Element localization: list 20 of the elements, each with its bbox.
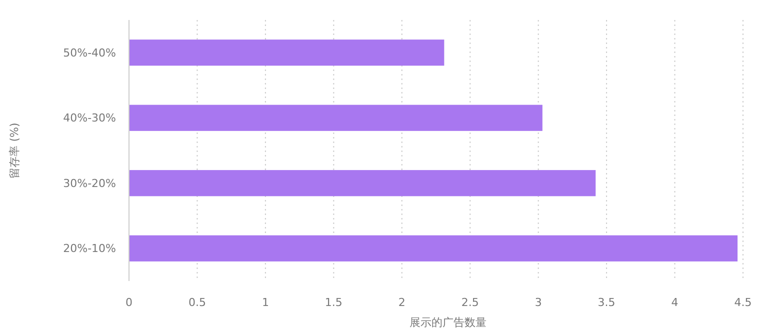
x-tick-label: 1.5 [324,296,342,309]
x-tick-label: 3.5 [598,296,616,309]
y-axis-title: 留存率 (%) [8,122,21,178]
x-tick-label: 3 [534,296,542,309]
x-tick-label: 4.5 [734,296,752,309]
bar [129,40,444,66]
x-tick-label: 2 [398,296,406,309]
y-tick-label: 40%-30% [63,112,116,125]
x-axis-title: 展示的广告数量 [410,316,486,329]
x-tick-label: 2.5 [461,296,479,309]
y-tick-label: 20%-10% [63,242,116,256]
bar [129,170,596,196]
bar [129,235,738,262]
x-tick-label: 4 [671,296,678,309]
bar [129,104,542,131]
x-tick-label: 0.5 [188,296,206,309]
x-tick-label: 0 [126,296,132,309]
y-tick-label: 30%-20% [63,176,116,190]
x-tick-label: 1 [262,296,269,309]
y-tick-label: 50%-40% [63,46,116,60]
